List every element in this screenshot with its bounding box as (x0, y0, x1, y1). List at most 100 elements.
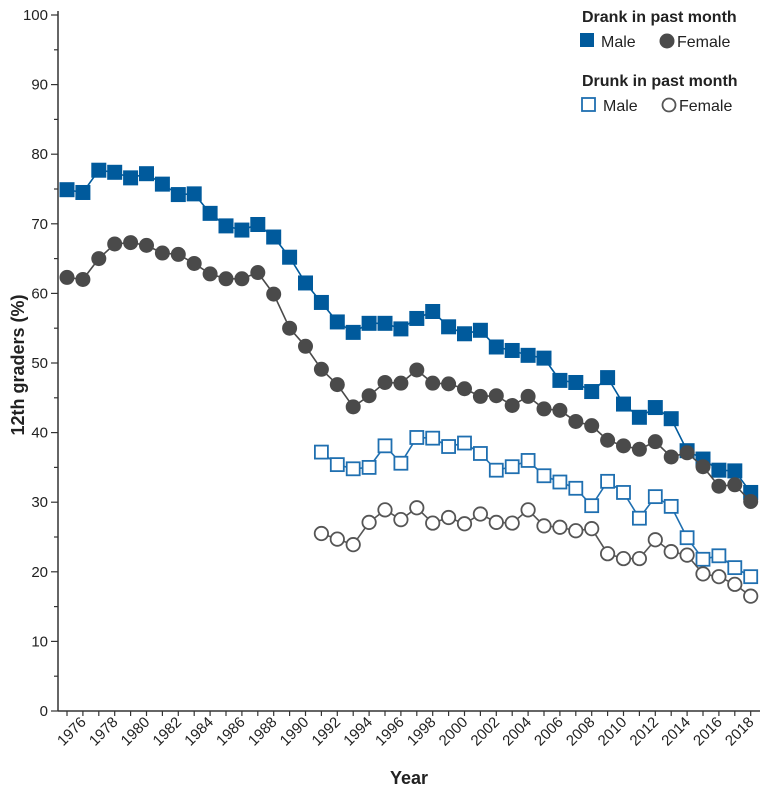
x-tick-label: 1994 (340, 714, 376, 750)
series-open-square (313, 430, 759, 585)
data-point-circle (329, 377, 345, 393)
x-tick-label: 2018 (722, 714, 758, 750)
x-tick-label: 2004 (499, 714, 535, 750)
data-point-open-circle (440, 509, 457, 526)
series-open-circle (313, 500, 759, 604)
legend-label-drunk-female: Female (679, 98, 732, 115)
y-tick-label: 90 (31, 77, 48, 94)
data-point-circle (218, 271, 234, 287)
data-point-square (647, 400, 663, 416)
data-point-open-circle (345, 537, 361, 553)
data-point-circle (170, 246, 186, 262)
data-point-circle (345, 399, 361, 415)
data-point-square (711, 462, 727, 478)
data-point-open-circle (361, 514, 377, 530)
y-tick-label: 20 (31, 564, 48, 581)
data-point-open-square (441, 439, 457, 454)
data-point-circle (250, 265, 266, 281)
data-point-circle (186, 255, 202, 271)
data-point-square (361, 315, 377, 331)
data-point-open-circle (599, 546, 616, 562)
data-point-open-square (584, 498, 600, 514)
data-point-circle (679, 445, 695, 461)
data-point-open-circle (329, 531, 345, 547)
data-point-open-circle (568, 523, 584, 539)
data-point-open-circle (663, 544, 679, 560)
data-point-square (345, 324, 361, 340)
data-point-open-circle (409, 500, 425, 516)
data-point-circle (154, 245, 170, 261)
y-tick-label: 40 (31, 425, 48, 442)
data-point-circle (616, 438, 631, 454)
legend-label-drank-male: Male (601, 34, 636, 51)
data-point-square (472, 322, 488, 338)
data-point-open-circle (472, 506, 488, 522)
data-point-square (663, 411, 679, 427)
data-point-open-circle (425, 515, 441, 531)
data-point-square (520, 347, 536, 363)
y-tick-label: 100 (23, 7, 48, 24)
data-point-square (59, 182, 75, 198)
data-point-square (584, 384, 600, 400)
data-point-open-square (632, 510, 647, 526)
legend: Drank in past month Male Female Drunk in… (580, 9, 738, 115)
series-line (66, 169, 752, 493)
data-point-open-square (472, 446, 488, 461)
x-tick-label: 2000 (436, 714, 472, 750)
data-point-open-square (361, 459, 377, 475)
data-point-open-square (647, 489, 663, 505)
data-point-open-circle (647, 532, 663, 548)
data-point-open-circle (377, 502, 393, 518)
data-point-circle (568, 413, 584, 429)
data-point-square (123, 170, 139, 186)
data-point-circle (743, 494, 759, 510)
x-tick-label: 2010 (595, 714, 631, 750)
data-point-open-square (600, 473, 615, 489)
data-point-open-square (409, 430, 425, 445)
data-point-open-circle (615, 550, 632, 567)
data-point-open-circle (552, 519, 568, 535)
data-point-open-circle (695, 566, 711, 582)
data-point-circle (472, 388, 488, 404)
data-point-open-square (488, 462, 504, 478)
data-point-open-square (663, 498, 679, 514)
series-line (320, 436, 752, 578)
data-point-circle (536, 401, 552, 417)
y-tick-label: 70 (31, 216, 48, 233)
x-tick-label: 1996 (372, 714, 408, 750)
series-filled-circle (59, 235, 759, 510)
data-point-circle (647, 434, 663, 450)
data-point-square (727, 463, 743, 479)
data-point-open-square (520, 453, 536, 468)
data-point-circle (711, 478, 727, 494)
data-point-square (488, 339, 504, 355)
data-point-open-circle (520, 502, 536, 518)
data-point-circle (631, 441, 647, 457)
data-point-open-square (743, 569, 759, 585)
data-point-square (393, 321, 409, 337)
data-point-square (313, 294, 329, 310)
data-point-open-square (425, 430, 441, 446)
y-axis-title: 12th graders (%) (8, 294, 28, 435)
data-point-open-circle (456, 516, 473, 532)
data-point-square (536, 350, 552, 366)
legend-title-drank: Drank in past month (582, 9, 737, 26)
x-tick-label: 1978 (86, 714, 122, 750)
x-tick-label: 1992 (309, 714, 345, 750)
legend-marker-filled-square (580, 33, 594, 47)
x-tick-label: 2014 (658, 714, 694, 750)
data-point-circle (600, 432, 616, 448)
data-point-circle (584, 418, 600, 434)
data-point-square (457, 326, 472, 342)
data-point-circle (663, 449, 679, 465)
data-point-square (107, 164, 123, 180)
data-point-circle (202, 266, 218, 282)
data-point-square (504, 342, 520, 358)
legend-label-drank-female: Female (677, 34, 730, 51)
data-point-open-circle (711, 569, 727, 585)
data-point-circle (75, 271, 91, 287)
data-point-circle (488, 388, 504, 404)
data-point-square (218, 218, 234, 234)
data-point-open-circle (393, 511, 409, 528)
data-point-square (75, 184, 91, 200)
